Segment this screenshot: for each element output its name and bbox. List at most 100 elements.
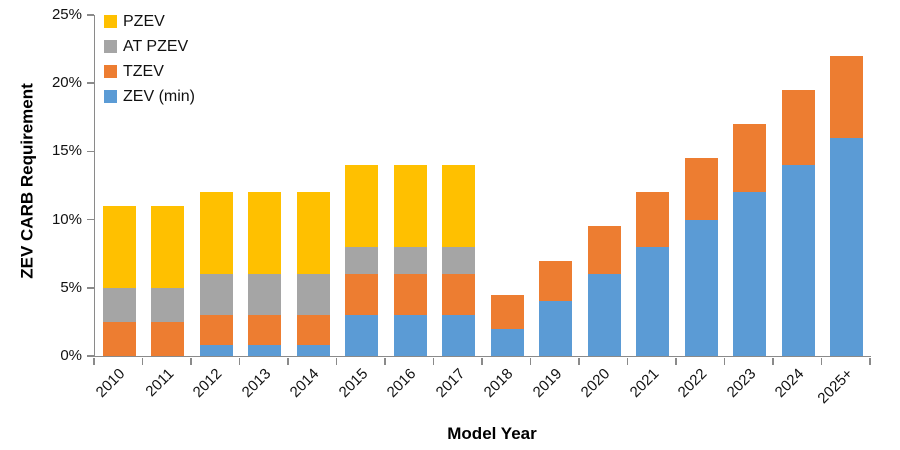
legend-item-zev-min: ZEV (min): [104, 84, 195, 109]
x-axis-tick: [626, 357, 629, 365]
y-axis-tick: [87, 150, 94, 153]
legend-label: ZEV (min): [123, 87, 195, 105]
bar-segment-at-pzev-2014: [296, 274, 330, 316]
x-tick-label: 2010: [92, 365, 129, 401]
x-axis-tick: [238, 357, 241, 365]
bar-segment-tzev-2022: [684, 158, 718, 220]
bar-segment-tzev-2025plus: [830, 55, 864, 138]
legend-label: PZEV: [123, 12, 165, 30]
x-tick-label: 2015: [335, 365, 372, 401]
bar-segment-tzev-2014: [296, 315, 330, 346]
x-axis-tick: [529, 357, 532, 365]
bar-segment-pzev-2012: [199, 192, 233, 275]
bar-segment-tzev-2021: [636, 192, 670, 247]
bar-segment-zev-min-2021: [636, 246, 670, 356]
x-axis-tick: [141, 357, 144, 365]
bar-segment-tzev-2018: [490, 294, 524, 329]
bar-segment-at-pzev-2013: [248, 274, 282, 316]
bar-segment-tzev-2011: [151, 321, 185, 356]
x-axis-tick: [432, 357, 435, 365]
x-tick-label: 2018: [480, 365, 517, 401]
x-axis-title: Model Year: [447, 424, 537, 443]
bar-segment-tzev-2023: [733, 124, 767, 193]
y-tick-label: 5%: [60, 278, 82, 296]
bar-segment-at-pzev-2015: [345, 246, 379, 275]
bar-segment-zev-min-2013: [248, 345, 282, 356]
bar-segment-pzev-2013: [248, 192, 282, 275]
x-axis-tick: [335, 357, 338, 365]
x-axis-tick: [820, 357, 823, 365]
y-tick-label: 25%: [51, 6, 82, 23]
x-axis-tick: [93, 357, 95, 365]
y-axis-title: ZEV CARB Requirement: [17, 83, 37, 279]
bar-segment-zev-min-2023: [733, 192, 767, 356]
x-tick-label: 2012: [189, 365, 226, 401]
bar-segment-zev-min-2014: [296, 345, 330, 356]
y-tick-label: 0%: [60, 347, 82, 364]
bar-segment-tzev-2013: [248, 315, 282, 346]
bar-segment-pzev-2015: [345, 165, 379, 247]
bar-segment-at-pzev-2012: [199, 274, 233, 316]
bar-segment-tzev-2020: [587, 226, 621, 275]
x-axis-tick: [723, 357, 726, 365]
bar-segment-zev-min-2016: [393, 315, 427, 356]
bar-segment-tzev-2024: [781, 90, 815, 166]
bar-segment-pzev-2016: [393, 165, 427, 247]
x-tick-label: 2014: [286, 365, 323, 401]
legend-swatch-icon: [104, 90, 117, 103]
bar-segment-zev-min-2019: [539, 301, 573, 356]
y-axis-tick: [87, 287, 94, 289]
x-tick-label: 2025+: [814, 365, 857, 408]
bar-segment-zev-min-2020: [587, 274, 621, 356]
x-tick-label: 2013: [238, 365, 275, 401]
x-tick-label: 2019: [529, 365, 566, 401]
bar-segment-zev-min-2025plus: [830, 137, 864, 356]
x-tick-label: 2023: [723, 365, 760, 401]
bar-segment-zev-min-2018: [490, 328, 524, 356]
bar-segment-tzev-2016: [393, 274, 427, 316]
x-axis-tick: [287, 357, 289, 365]
x-axis-tick: [675, 357, 677, 365]
legend-item-at-pzev: AT PZEV: [104, 34, 195, 59]
bar-segment-zev-min-2022: [684, 219, 718, 356]
x-axis-tick: [578, 357, 580, 365]
y-axis-tick: [87, 218, 94, 221]
bar-segment-zev-min-2017: [442, 315, 476, 356]
bar-segment-at-pzev-2016: [393, 246, 427, 275]
x-tick-label: 2022: [674, 365, 711, 401]
bar-segment-zev-min-2012: [199, 345, 233, 356]
bar-segment-pzev-2014: [296, 192, 330, 275]
legend-item-tzev: TZEV: [104, 59, 195, 84]
bar-segment-zev-min-2015: [345, 315, 379, 356]
bar-segment-at-pzev-2010: [102, 287, 136, 322]
bar-segment-tzev-2019: [539, 260, 573, 302]
bar-segment-tzev-2012: [199, 315, 233, 346]
x-tick-label: 2021: [626, 365, 663, 401]
bar-segment-tzev-2010: [102, 321, 136, 356]
y-tick-label: 15%: [51, 142, 82, 160]
y-axis-tick: [87, 355, 94, 357]
legend-swatch-icon: [104, 15, 117, 28]
legend-swatch-icon: [104, 40, 117, 53]
x-axis-tick: [772, 357, 774, 365]
legend: PZEV AT PZEV TZEV ZEV (min): [104, 9, 195, 109]
bar-segment-zev-min-2024: [781, 165, 815, 356]
x-axis-tick: [869, 357, 871, 365]
x-axis-tick: [190, 357, 192, 365]
x-tick-label: 2020: [577, 365, 614, 401]
x-axis-tick: [481, 357, 483, 365]
x-tick-label: 2017: [432, 365, 469, 401]
x-tick-label: 2011: [142, 365, 178, 401]
plot-area: [94, 15, 871, 357]
y-tick-label: 20%: [51, 74, 82, 92]
bar-segment-pzev-2017: [442, 165, 476, 247]
bar-segment-pzev-2010: [102, 205, 136, 288]
bar-segment-tzev-2015: [345, 274, 379, 316]
y-axis-tick: [87, 82, 94, 84]
bar-segment-pzev-2011: [151, 205, 185, 288]
legend-item-pzev: PZEV: [104, 9, 195, 34]
x-axis-tick: [384, 357, 386, 365]
bar-segment-at-pzev-2017: [442, 246, 476, 275]
legend-swatch-icon: [104, 65, 117, 78]
